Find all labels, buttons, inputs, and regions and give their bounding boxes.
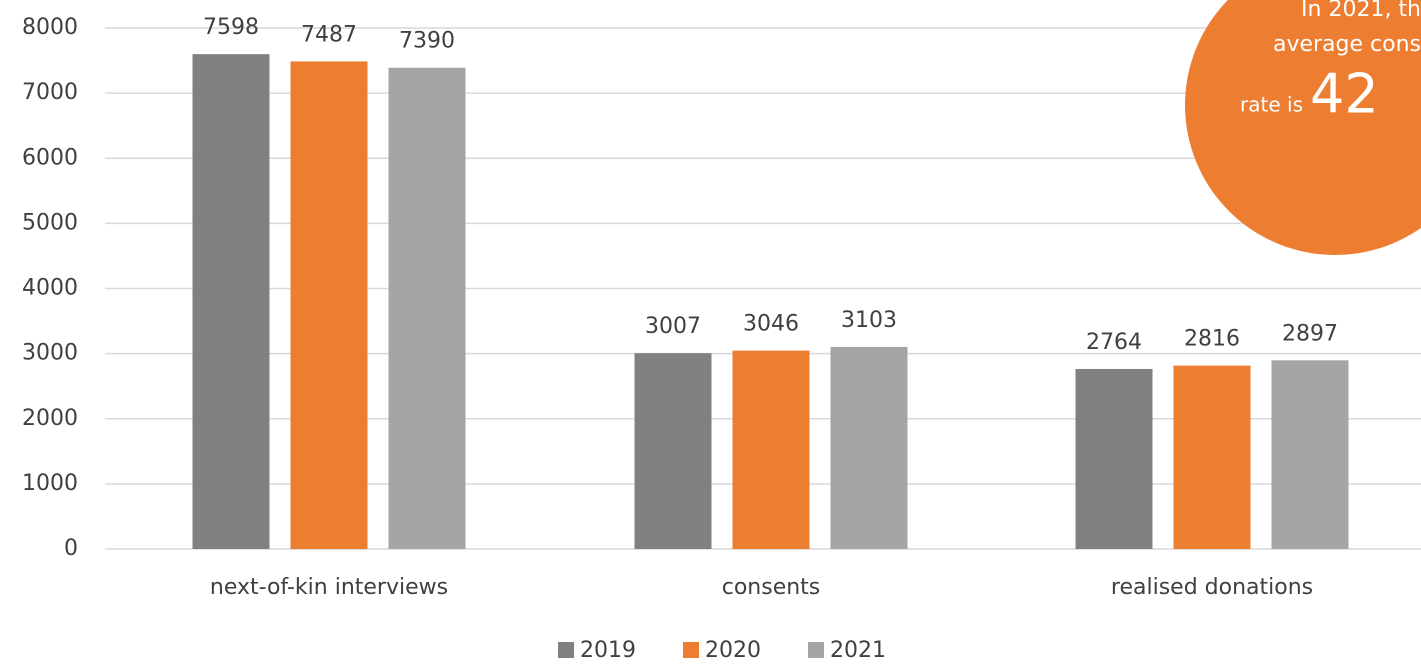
- bar: [634, 353, 712, 549]
- legend-label: 2019: [580, 638, 636, 663]
- x-tick-label: next-of-kin interviews: [210, 575, 448, 600]
- legend-swatch: [808, 642, 824, 658]
- annotation-text: In 2021, th: [1301, 0, 1421, 22]
- y-tick-label: 3000: [22, 341, 78, 366]
- data-label: 3046: [743, 312, 799, 337]
- bar: [1075, 368, 1153, 549]
- y-tick-label: 5000: [22, 210, 78, 235]
- y-tick-label: 8000: [22, 15, 78, 40]
- x-tick-label: realised donations: [1111, 575, 1313, 600]
- y-tick-label: 0: [64, 536, 78, 561]
- bar: [1271, 360, 1349, 549]
- data-label: 7390: [399, 29, 455, 54]
- annotation-value: 42: [1310, 63, 1379, 126]
- legend-label: 2020: [705, 638, 761, 663]
- data-label: 7598: [203, 15, 259, 40]
- bar: [192, 54, 270, 550]
- y-tick-label: 6000: [22, 145, 78, 170]
- bar: [290, 61, 368, 550]
- data-label: 2816: [1184, 327, 1240, 352]
- annotation-bubble: [1185, 0, 1421, 255]
- y-tick-label: 7000: [22, 80, 78, 105]
- bar: [732, 350, 810, 549]
- y-tick-label: 2000: [22, 406, 78, 431]
- data-label: 2764: [1086, 330, 1142, 355]
- annotation-text: average cons: [1273, 32, 1421, 57]
- data-label: 7487: [301, 22, 357, 47]
- data-label: 3103: [841, 308, 897, 333]
- annotation-text: rate is: [1240, 93, 1303, 117]
- bar: [388, 67, 466, 549]
- x-tick-label: consents: [722, 575, 821, 600]
- bar: [830, 346, 908, 549]
- data-label: 2897: [1282, 321, 1338, 346]
- y-tick-label: 4000: [22, 276, 78, 301]
- bar: [1173, 365, 1251, 549]
- y-tick-label: 1000: [22, 471, 78, 496]
- legend-swatch: [558, 642, 574, 658]
- legend-label: 2021: [830, 638, 886, 663]
- legend-swatch: [683, 642, 699, 658]
- data-label: 3007: [645, 314, 701, 339]
